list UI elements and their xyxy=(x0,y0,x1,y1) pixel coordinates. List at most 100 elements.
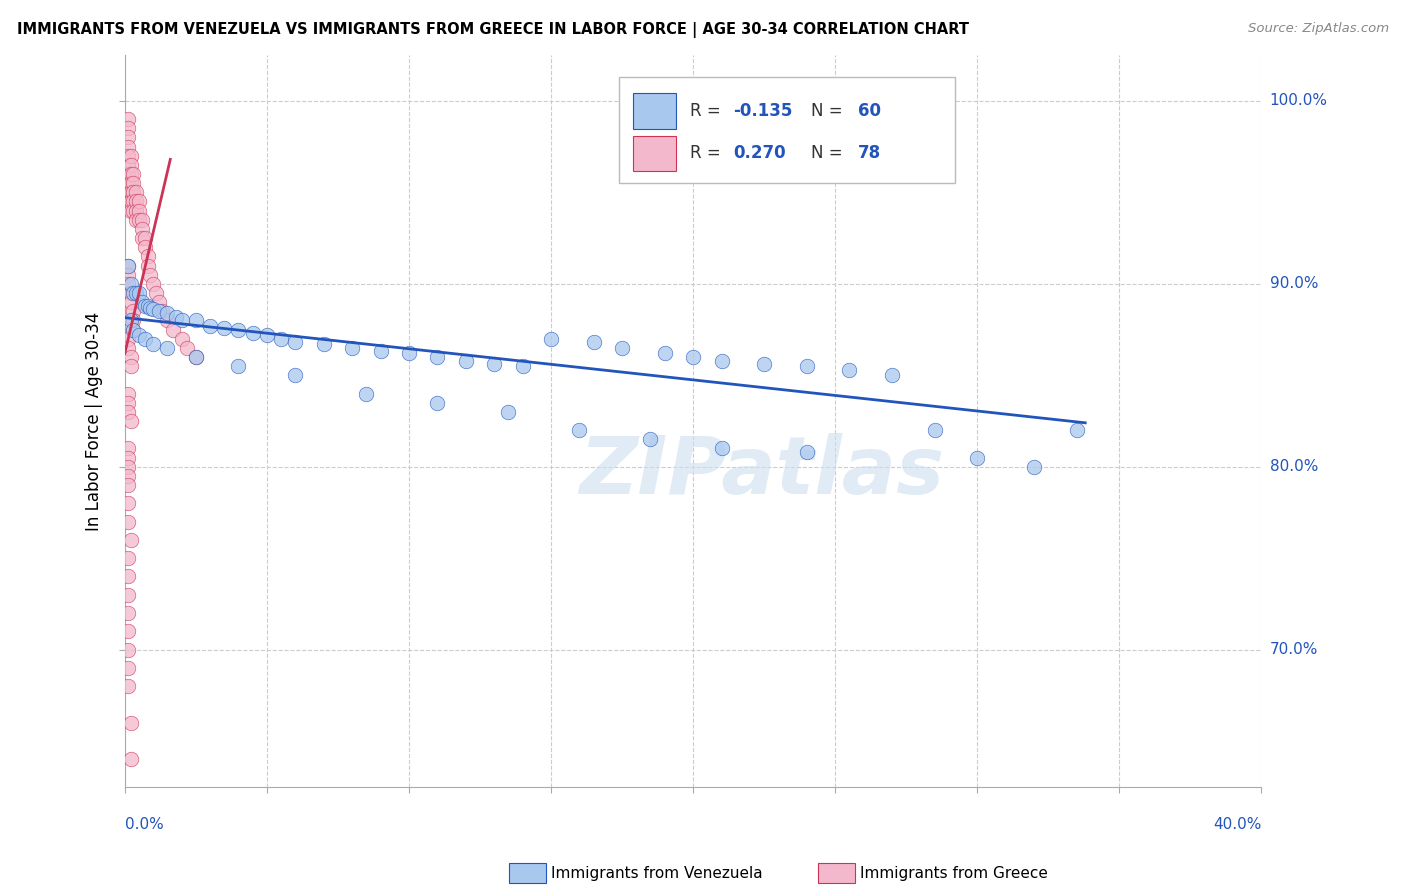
Point xyxy=(117,515,139,529)
Point xyxy=(128,212,150,227)
Point xyxy=(582,335,605,350)
Point xyxy=(454,353,477,368)
Point xyxy=(512,359,534,373)
Point xyxy=(184,313,207,327)
Point xyxy=(131,222,153,236)
Point xyxy=(125,285,148,300)
Text: 40.0%: 40.0% xyxy=(1213,817,1261,832)
Text: Immigrants from Venezuela: Immigrants from Venezuela xyxy=(551,866,763,880)
Bar xyxy=(633,136,676,171)
Point xyxy=(340,341,363,355)
Point xyxy=(117,551,139,566)
Point xyxy=(654,346,676,360)
Point xyxy=(710,353,733,368)
Point xyxy=(117,442,139,456)
Point xyxy=(117,661,139,675)
Point xyxy=(142,277,165,291)
Point xyxy=(134,332,156,346)
Point xyxy=(120,203,142,218)
Point xyxy=(128,328,150,343)
Point xyxy=(170,332,193,346)
Point xyxy=(122,313,145,327)
Point xyxy=(125,212,148,227)
Text: ZIPatlas: ZIPatlas xyxy=(579,434,943,511)
Point xyxy=(136,299,159,313)
Point xyxy=(117,112,139,127)
Bar xyxy=(633,94,676,128)
Point xyxy=(270,332,292,346)
Point xyxy=(120,295,142,310)
Point xyxy=(184,350,207,364)
Point xyxy=(198,318,221,333)
Point xyxy=(117,606,139,620)
Point xyxy=(966,450,988,465)
Point xyxy=(838,363,860,377)
Point xyxy=(131,231,153,245)
Point xyxy=(498,405,520,419)
Point xyxy=(1022,459,1045,474)
Point xyxy=(228,322,250,336)
Text: Immigrants from Greece: Immigrants from Greece xyxy=(860,866,1049,880)
Point xyxy=(640,432,662,446)
Point xyxy=(610,341,633,355)
Point xyxy=(117,259,139,273)
Point xyxy=(131,295,153,310)
Point xyxy=(145,285,167,300)
Point xyxy=(117,496,139,510)
Point xyxy=(484,357,506,371)
Text: -0.135: -0.135 xyxy=(733,102,792,120)
Point xyxy=(128,285,150,300)
Point xyxy=(120,313,142,327)
Point xyxy=(398,346,420,360)
Text: 60: 60 xyxy=(858,102,882,120)
Point xyxy=(117,642,139,657)
Text: 90.0%: 90.0% xyxy=(1270,277,1319,292)
Text: N =: N = xyxy=(811,102,848,120)
Point xyxy=(214,320,236,334)
Point xyxy=(752,357,775,371)
Point xyxy=(139,268,162,282)
Point xyxy=(120,176,142,190)
Point xyxy=(120,359,142,373)
Point xyxy=(122,203,145,218)
Point xyxy=(117,624,139,639)
Point xyxy=(136,259,159,273)
Point xyxy=(796,445,818,459)
Point xyxy=(131,212,153,227)
Point xyxy=(117,121,139,136)
Point xyxy=(136,249,159,263)
Point xyxy=(1066,423,1088,437)
Point xyxy=(122,167,145,181)
Point xyxy=(117,130,139,145)
Point xyxy=(148,304,170,318)
Point xyxy=(120,285,142,300)
Point xyxy=(122,322,145,336)
Point xyxy=(162,322,184,336)
Point xyxy=(540,332,562,346)
Point xyxy=(165,310,187,324)
Point xyxy=(125,186,148,200)
Point xyxy=(117,386,139,401)
Point xyxy=(176,341,198,355)
Point xyxy=(117,332,139,346)
Point xyxy=(370,344,392,359)
Point xyxy=(120,158,142,172)
Point xyxy=(710,442,733,456)
FancyBboxPatch shape xyxy=(619,77,955,183)
Point xyxy=(242,326,264,341)
Point xyxy=(117,569,139,583)
Point xyxy=(117,679,139,693)
Point xyxy=(426,350,449,364)
Point xyxy=(256,328,278,343)
Point xyxy=(120,350,142,364)
Point xyxy=(117,450,139,465)
Point xyxy=(284,368,307,383)
Point xyxy=(156,341,179,355)
Point xyxy=(682,350,704,364)
Point xyxy=(880,368,903,383)
Point xyxy=(924,423,946,437)
Text: R =: R = xyxy=(690,102,725,120)
Point xyxy=(122,304,145,318)
Point xyxy=(117,395,139,409)
Point xyxy=(122,176,145,190)
